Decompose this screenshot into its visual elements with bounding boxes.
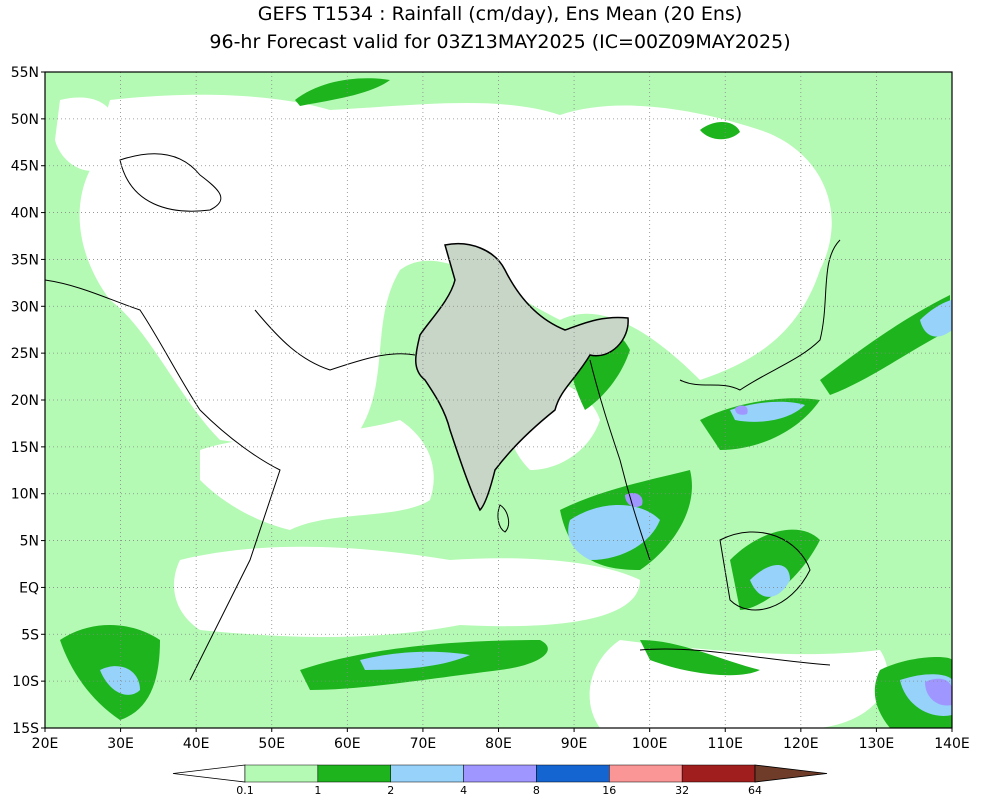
- colorbar-label: 1: [314, 784, 321, 797]
- colorbar: 0.1 1 2 4 8 16 32 64: [172, 764, 828, 797]
- lat-label: 20N: [11, 393, 39, 409]
- colorbar-label: 4: [460, 784, 467, 797]
- lat-label: EQ: [19, 580, 39, 596]
- colorbar-box: [463, 764, 537, 783]
- lat-label: 15S: [12, 721, 39, 737]
- lon-label: 80E: [485, 736, 512, 752]
- lon-label: 70E: [410, 736, 437, 752]
- lat-label: 40N: [11, 206, 39, 222]
- lon-label: 50E: [258, 736, 285, 752]
- lon-label: 110E: [707, 736, 743, 752]
- colorbar-box: [609, 764, 683, 783]
- dry-areas: [55, 94, 888, 728]
- india-region: [415, 243, 629, 512]
- lat-label: 15N: [11, 440, 39, 456]
- colorbar-box: [390, 764, 464, 783]
- colorbar-label: 64: [748, 784, 762, 797]
- lat-label: 10S: [12, 674, 39, 690]
- colorbar-end-low: [172, 764, 246, 783]
- colorbar-label: 16: [602, 784, 616, 797]
- lat-label: 30N: [11, 299, 39, 315]
- lon-label: 130E: [859, 736, 895, 752]
- sri-lanka: [497, 504, 510, 533]
- colorbar-box: [681, 764, 756, 783]
- colorbar-end-high: [754, 764, 828, 783]
- colorbar-label: 0.1: [236, 784, 254, 797]
- coastlines: [45, 153, 841, 681]
- lon-label: 40E: [183, 736, 210, 752]
- map-frame: [44, 71, 953, 729]
- lon-label: 100E: [632, 736, 668, 752]
- lat-label: 35N: [11, 252, 39, 268]
- rain-very-heavy: [625, 405, 952, 706]
- lat-label: 5S: [21, 627, 39, 643]
- subtitle: 96-hr Forecast valid for 03Z13MAY2025 (I…: [209, 31, 790, 53]
- lat-label: 55N: [11, 65, 39, 81]
- colorbar-box: [536, 764, 610, 783]
- lat-label: 10N: [11, 487, 39, 503]
- lat-label: 5N: [20, 534, 39, 550]
- colorbar-label: 32: [675, 784, 689, 797]
- colorbar-box: [244, 764, 319, 783]
- title: GEFS T1534 : Rainfall (cm/day), Ens Mean…: [258, 3, 743, 25]
- lon-label: 90E: [561, 736, 588, 752]
- grid: 55N 50N 45N 40N 35N 30N 25N 20N 15N 10N 5N EQ 5S 10S 1…: [11, 65, 970, 752]
- lon-label: 30E: [107, 736, 134, 752]
- lat-label: 45N: [11, 159, 39, 175]
- lat-label: 25N: [11, 346, 39, 362]
- lon-label: 60E: [334, 736, 361, 752]
- colorbar-label: 8: [533, 784, 540, 797]
- lon-label: 120E: [783, 736, 819, 752]
- colorbar-label: 2: [387, 784, 394, 797]
- lon-label: 20E: [32, 736, 59, 752]
- colorbar-box: [317, 764, 391, 783]
- lon-label: 140E: [934, 736, 970, 752]
- lat-label: 50N: [11, 112, 39, 128]
